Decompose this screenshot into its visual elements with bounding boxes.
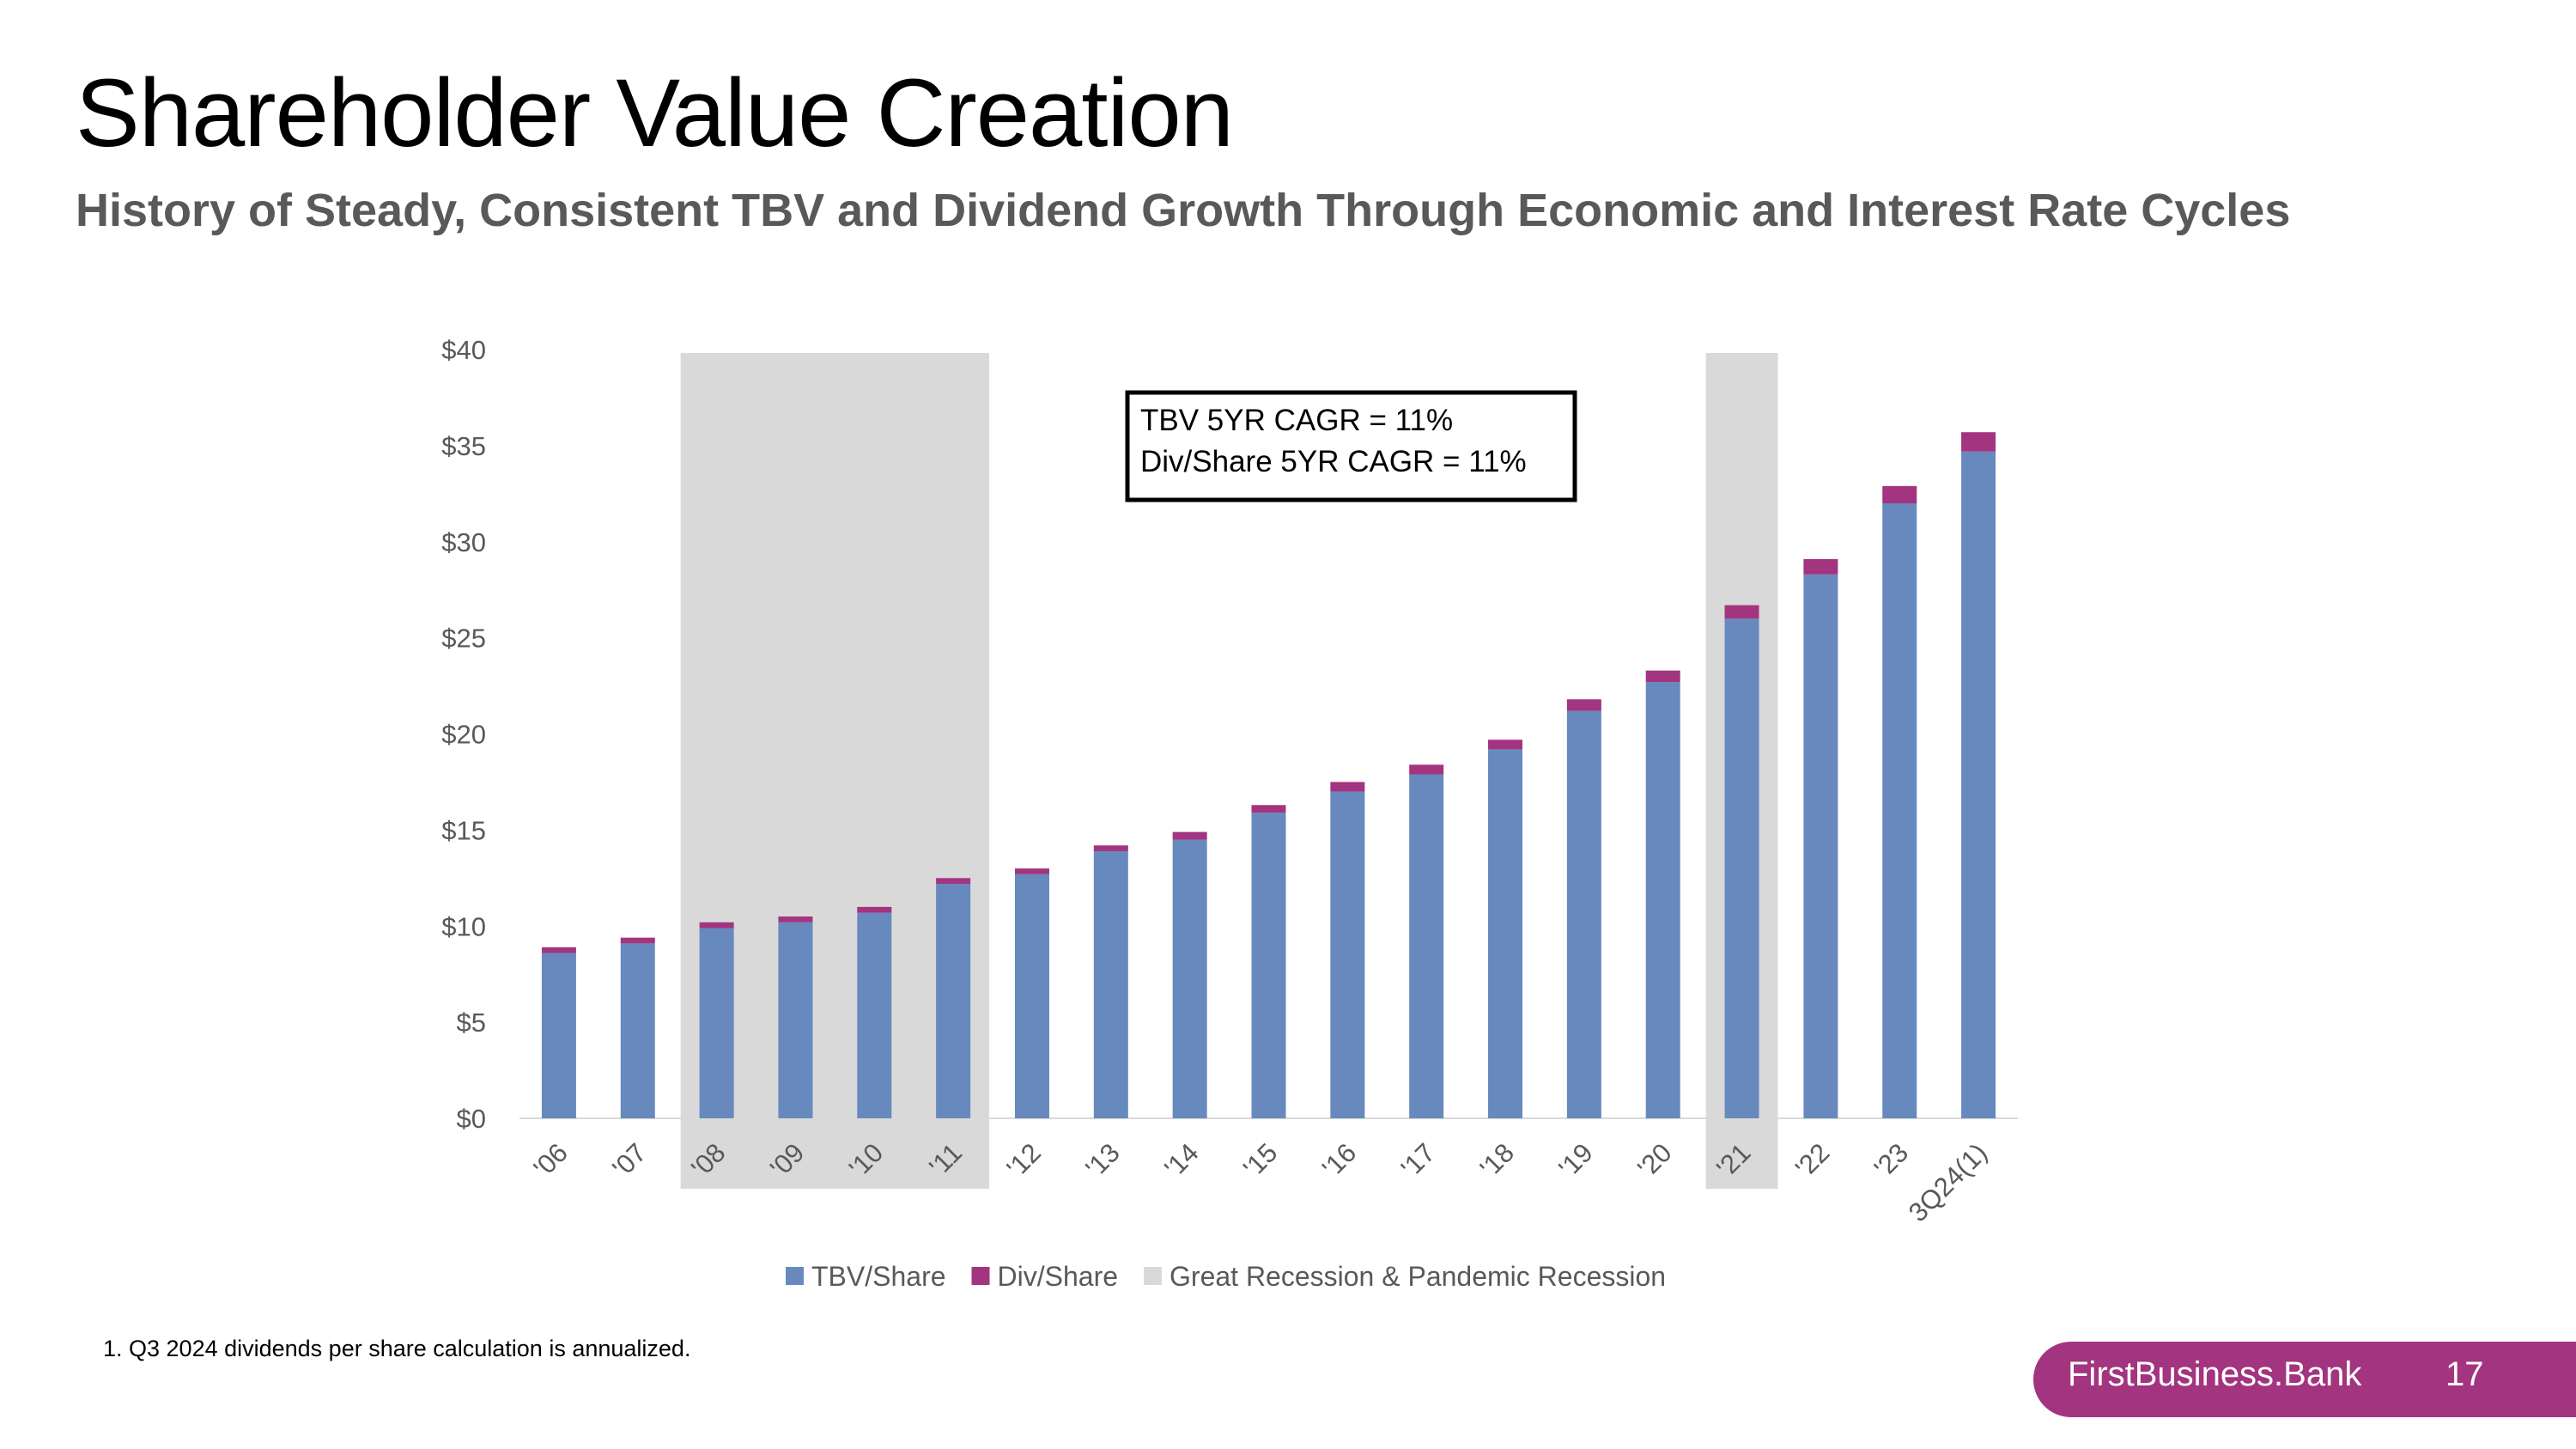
bar-tbv — [1566, 710, 1601, 1118]
x-tick-label: '23 — [1868, 1137, 1914, 1183]
x-tick-label: '14 — [1158, 1137, 1204, 1183]
x-tick-label: '07 — [606, 1137, 652, 1183]
bar-tbv — [1172, 839, 1207, 1118]
bar-div — [1093, 845, 1128, 851]
legend-swatch — [1144, 1267, 1163, 1285]
bar-div — [1961, 432, 1996, 452]
bar-div — [1645, 670, 1680, 683]
bar-tbv — [1409, 774, 1444, 1118]
bar-tbv — [1093, 850, 1128, 1118]
y-tick-label: $0 — [457, 1104, 486, 1134]
slide-title: Shareholder Value Creation — [76, 59, 1234, 167]
brand-banner: FirstBusiness.Bank 17 — [2033, 1342, 2576, 1417]
y-tick-label: $15 — [441, 815, 486, 845]
bar-tbv — [1961, 451, 1996, 1118]
y-tick-label: $10 — [441, 911, 486, 941]
bar-tbv — [857, 912, 892, 1118]
legend-label: Great Recession & Pandemic Recession — [1170, 1261, 1666, 1292]
bar-div — [936, 878, 971, 885]
slide-subtitle: History of Steady, Consistent TBV and Di… — [76, 185, 2291, 236]
legend-swatch — [971, 1267, 990, 1285]
x-tick-label: '13 — [1079, 1137, 1125, 1183]
x-tick-label: '18 — [1474, 1137, 1520, 1183]
cagr-text: Div/Share 5YR CAGR = 11% — [1140, 445, 1527, 478]
bar-tbv — [1724, 618, 1759, 1118]
bar-div — [1882, 485, 1917, 503]
x-tick-label: '19 — [1552, 1137, 1598, 1183]
bar-tbv — [699, 928, 734, 1118]
bar-div — [1566, 699, 1601, 711]
bar-tbv — [1488, 749, 1523, 1118]
cagr-text: TBV 5YR CAGR = 11% — [1140, 404, 1453, 437]
tbv-dividend-chart: $0$5$10$15$20$25$30$35$40'06'07'08'09'10… — [441, 335, 2018, 1292]
legend-swatch — [786, 1267, 804, 1285]
bar-div — [1488, 740, 1523, 750]
bar-tbv — [1645, 682, 1680, 1118]
bar-tbv — [1330, 791, 1365, 1118]
legend-label: Div/Share — [998, 1261, 1119, 1292]
bar-div — [778, 916, 813, 922]
bar-tbv — [1251, 813, 1286, 1118]
bar-tbv — [1014, 874, 1049, 1118]
bar-tbv — [778, 922, 813, 1118]
brand-logo-text: FirstBusiness.Bank — [2068, 1355, 2362, 1393]
bar-div — [857, 906, 892, 913]
x-tick-label: '22 — [1789, 1137, 1835, 1183]
legend-label: TBV/Share — [811, 1261, 946, 1292]
bar-div — [1724, 605, 1759, 619]
bar-div — [1172, 831, 1207, 840]
x-tick-label: '20 — [1631, 1137, 1677, 1183]
y-tick-label: $35 — [441, 431, 486, 461]
bar-div — [541, 947, 576, 953]
bar-div — [1330, 782, 1365, 792]
y-tick-label: $20 — [441, 720, 486, 750]
bar-tbv — [936, 884, 971, 1118]
x-tick-label: '17 — [1395, 1137, 1441, 1183]
footnote: 1. Q3 2024 dividends per share calculati… — [103, 1336, 691, 1361]
x-tick-label: 3Q24(1) — [1903, 1137, 1993, 1227]
x-tick-label: '12 — [1001, 1137, 1047, 1183]
bar-div — [1803, 558, 1838, 575]
bar-tbv — [1882, 503, 1917, 1118]
y-tick-label: $25 — [441, 624, 486, 654]
y-tick-label: $5 — [457, 1008, 486, 1038]
bar-div — [1014, 868, 1049, 874]
x-tick-label: '16 — [1316, 1137, 1362, 1183]
bar-div — [620, 937, 655, 944]
page-number: 17 — [2445, 1355, 2484, 1393]
bar-div — [1409, 764, 1444, 775]
cagr-box — [1125, 390, 1577, 502]
bar-tbv — [1803, 574, 1838, 1118]
x-tick-label: '06 — [528, 1137, 574, 1183]
bar-tbv — [620, 943, 655, 1118]
bar-tbv — [541, 953, 576, 1118]
y-tick-label: $30 — [441, 527, 486, 557]
bar-div — [1251, 805, 1286, 813]
y-tick-label: $40 — [441, 335, 486, 365]
bar-div — [699, 922, 734, 928]
x-tick-label: '15 — [1237, 1137, 1283, 1183]
